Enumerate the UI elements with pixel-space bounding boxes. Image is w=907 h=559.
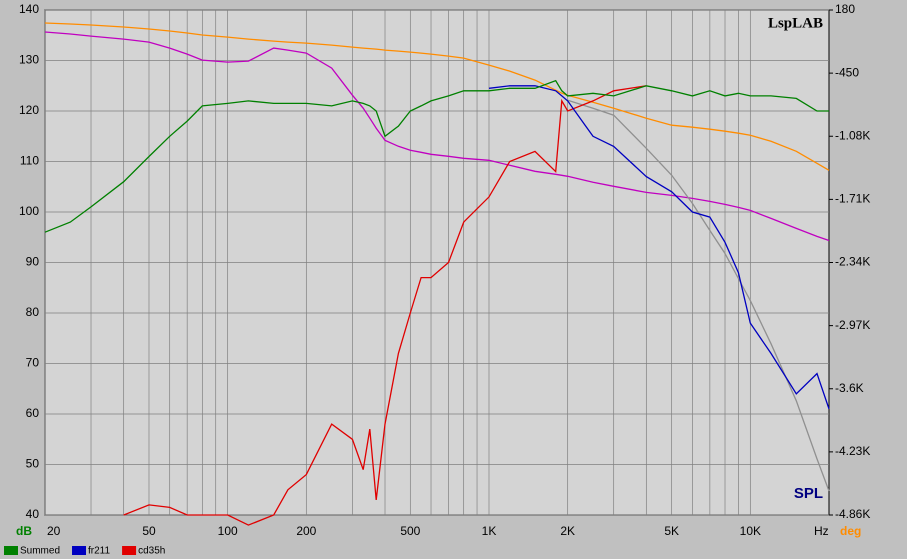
- y-tick-label: 140: [19, 2, 39, 16]
- y2-tick-label: -2.34K: [835, 255, 870, 269]
- x-tick-label: 100: [218, 524, 238, 538]
- y-tick-label: 70: [26, 356, 40, 370]
- y2-tick-label: -450: [835, 65, 859, 79]
- x-tick-label: 2K: [560, 524, 575, 538]
- y2-axis-label: deg: [840, 524, 861, 538]
- legend-swatch: [122, 546, 137, 555]
- y-tick-label: 120: [19, 103, 39, 117]
- y2-tick-label: -2.97K: [835, 318, 870, 332]
- y2-tick-label: -4.23K: [835, 444, 870, 458]
- y2-tick-label: 180: [835, 2, 855, 16]
- series-line: [488, 85, 830, 410]
- legend-swatch: [4, 546, 18, 555]
- series-line: [44, 79, 829, 233]
- y-axis-label: dB: [16, 524, 32, 538]
- legend-swatch: [72, 546, 87, 555]
- y-tick-label: 40: [26, 507, 40, 521]
- y-tick-label: 80: [26, 305, 40, 319]
- y2-tick-label: -1.08K: [835, 128, 870, 142]
- y2-tick-label: -3.6K: [835, 381, 864, 395]
- x-tick-label: 50: [142, 524, 156, 538]
- y-tick-label: 130: [19, 53, 39, 67]
- y-tick-label: 50: [26, 457, 40, 471]
- annotation: SPL: [794, 485, 823, 502]
- series-line: [44, 31, 830, 242]
- x-tick-label: 5K: [664, 524, 679, 538]
- y-tick-label: 90: [26, 255, 40, 269]
- series-line: [567, 99, 830, 492]
- y-tick-label: 110: [20, 154, 39, 168]
- y2-tick-label: -4.86K: [835, 507, 870, 521]
- x-tick-label: 200: [296, 524, 316, 538]
- legend-label: Summed: [20, 546, 60, 557]
- legend-label: cd35h: [138, 546, 165, 557]
- x-tick-label: 500: [400, 524, 420, 538]
- x-tick-label: 1K: [482, 524, 497, 538]
- x-tick-label: 20: [47, 524, 61, 538]
- series-line: [123, 85, 647, 526]
- y-tick-label: 60: [26, 406, 40, 420]
- x-tick-label: 10K: [740, 524, 761, 538]
- series-line: [44, 22, 830, 171]
- y2-tick-label: -1.71K: [835, 192, 870, 206]
- chart-title: LspLAB: [768, 15, 823, 31]
- legend-label: fr211: [88, 546, 110, 557]
- y-tick-label: 100: [19, 204, 39, 218]
- x-axis-label: Hz: [814, 524, 829, 538]
